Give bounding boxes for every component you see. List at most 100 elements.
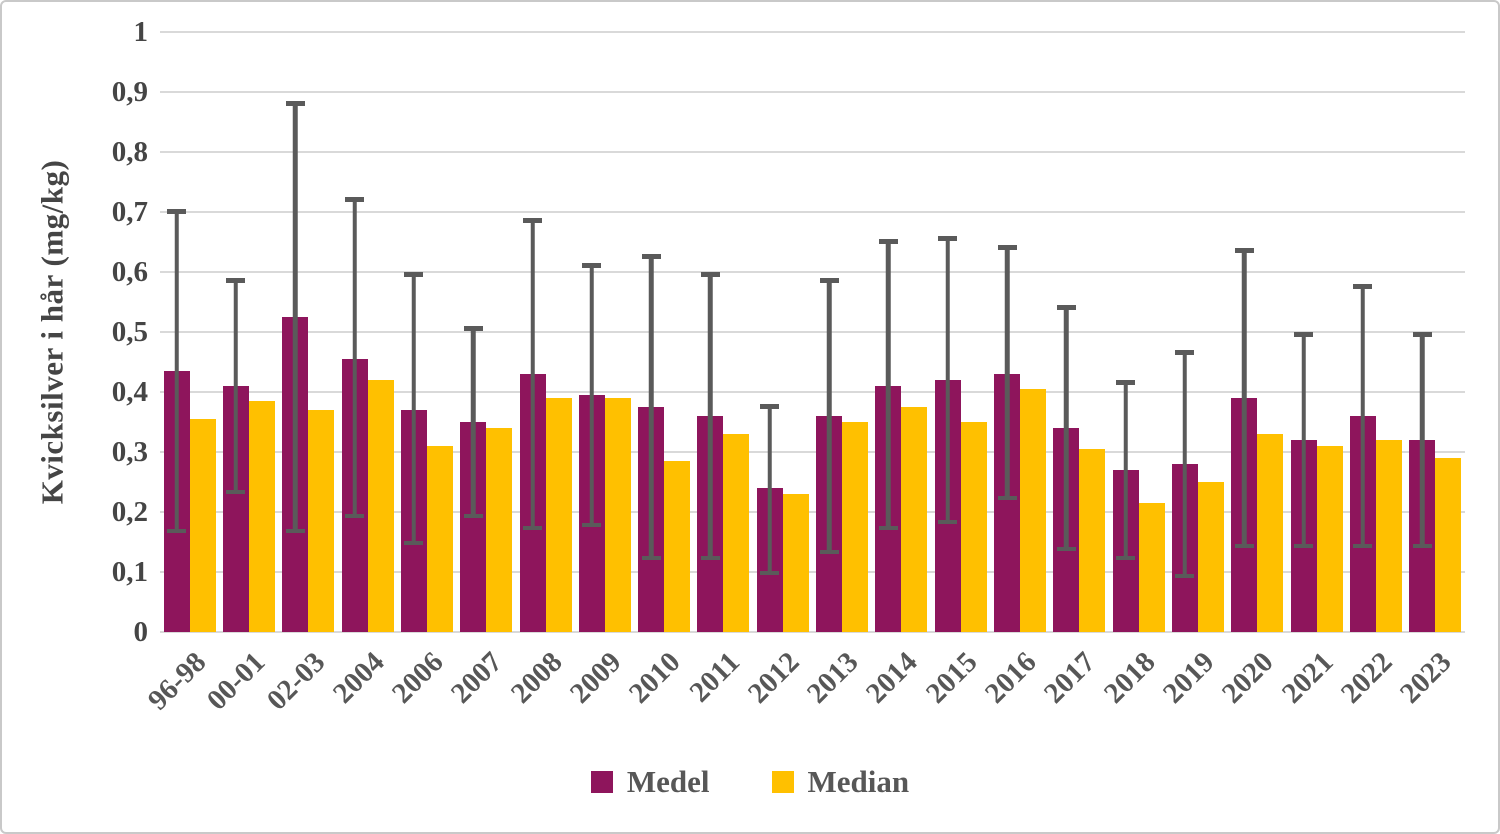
error-bar-96-98 <box>167 209 187 533</box>
bar-median-02-03 <box>308 410 335 632</box>
error-bar-2007 <box>463 326 483 518</box>
error-bar-2017 <box>1056 305 1076 551</box>
error-bar-2008 <box>523 218 543 530</box>
bar-median-2013 <box>842 422 869 632</box>
error-bar-2016 <box>997 245 1017 500</box>
bar-median-2020 <box>1257 434 1284 632</box>
plot-area: 96-98 00-01 02-03 2004 2006 2007 2008 2009 2010 2… <box>142 31 1465 716</box>
error-bar-2023 <box>1412 332 1432 548</box>
y-axis-tick-label: 0,6 <box>111 256 148 288</box>
bar-group-2023: 2023 <box>1394 32 1465 710</box>
error-bar-2011 <box>700 272 720 560</box>
bar-median-2011 <box>723 434 750 632</box>
error-cap-bottom <box>1056 546 1076 551</box>
error-line <box>1064 307 1069 549</box>
bar-median-2023 <box>1435 458 1462 632</box>
gridline <box>160 331 1465 333</box>
error-line <box>826 280 832 552</box>
error-line <box>1360 286 1366 546</box>
error-cap-bottom <box>641 555 661 560</box>
bar-group-2006: 2006 <box>386 32 456 710</box>
legend-label-median: Median <box>807 764 910 799</box>
error-bar-2013 <box>819 278 839 554</box>
error-cap-bottom <box>1116 555 1136 560</box>
error-bar-02-03 <box>285 101 305 533</box>
bar-group-2007: 2007 <box>445 32 516 710</box>
bar-group-2004: 2004 <box>327 32 397 710</box>
bar-group-2020: 2020 <box>1216 32 1287 710</box>
error-line <box>293 103 298 531</box>
gridline <box>160 271 1465 273</box>
error-cap-bottom <box>463 513 483 518</box>
bar-median-2009 <box>604 398 631 632</box>
error-line <box>1242 250 1247 546</box>
y-axis-tick-label: 0,2 <box>111 496 148 528</box>
error-line <box>1301 334 1306 546</box>
y-axis-tick-label: 0,3 <box>111 436 148 468</box>
error-bar-2018 <box>1116 380 1136 560</box>
bar-median-2007 <box>486 428 513 632</box>
medel-swatch-icon <box>590 771 613 793</box>
error-cap-bottom <box>938 519 958 524</box>
error-cap-bottom <box>345 513 365 518</box>
y-axis-tick-label: 0,8 <box>111 136 148 168</box>
error-cap-bottom <box>1294 543 1314 548</box>
bar-median-2022 <box>1375 440 1402 632</box>
bar-median-2018 <box>1138 503 1165 632</box>
bar-group-02-03: 02-03 <box>260 32 338 716</box>
bar-group-2015: 2015 <box>920 32 990 710</box>
error-cap-bottom <box>1412 543 1432 548</box>
error-cap-bottom <box>819 549 839 554</box>
error-bar-00-01 <box>226 278 246 494</box>
legend: Medel Median <box>0 764 1500 800</box>
legend-item-medel: Medel <box>590 764 710 800</box>
bar-group-2009: 2009 <box>564 32 634 710</box>
gridline <box>160 31 1465 33</box>
bar-group-00-01: 00-01 <box>201 32 278 716</box>
error-cap-bottom <box>997 495 1017 500</box>
legend-item-median: Median <box>771 764 910 800</box>
gridline <box>160 571 1465 573</box>
gridline <box>160 511 1465 513</box>
y-axis-tick-label: 0,7 <box>111 196 148 228</box>
error-line <box>945 238 950 522</box>
error-bar-2006 <box>404 272 424 545</box>
median-swatch-icon <box>771 771 794 793</box>
bar-group-2017: 2017 <box>1038 32 1109 710</box>
error-bar-2020 <box>1234 248 1254 548</box>
bar-median-2017 <box>1079 449 1106 632</box>
error-line <box>174 211 179 531</box>
error-cap-bottom <box>167 528 187 533</box>
bar-median-2008 <box>545 398 572 632</box>
error-line <box>589 265 595 525</box>
bar-group-2010: 2010 <box>623 32 694 710</box>
bar-group-2022: 2022 <box>1335 32 1405 710</box>
error-line <box>1182 352 1188 576</box>
error-bar-2019 <box>1175 350 1195 578</box>
error-bar-2012 <box>760 404 780 575</box>
error-line <box>648 256 654 558</box>
error-bar-2021 <box>1294 332 1314 548</box>
error-line <box>1123 382 1128 558</box>
bar-median-96-98 <box>189 419 216 632</box>
bar-median-2016 <box>1020 389 1047 632</box>
error-cap-bottom <box>285 528 305 533</box>
error-line <box>352 199 357 516</box>
y-axis-tick-label: 0,1 <box>111 556 148 588</box>
error-line <box>767 406 773 573</box>
y-axis-tick-label: 0,9 <box>111 76 148 108</box>
error-bar-2014 <box>878 239 898 530</box>
gridline <box>160 451 1465 453</box>
y-axis-tick-label: 0 <box>133 616 149 648</box>
error-cap-bottom <box>1234 543 1254 548</box>
gridline <box>160 631 1465 633</box>
y-axis-tick-label: 0,4 <box>111 376 148 408</box>
error-cap-bottom <box>1353 543 1373 548</box>
error-cap-bottom <box>878 525 898 530</box>
error-line <box>470 328 476 516</box>
gridline <box>160 91 1465 93</box>
bar-group-96-98: 96-98 <box>142 32 219 716</box>
error-cap-bottom <box>582 522 602 527</box>
error-bar-2009 <box>582 263 602 527</box>
error-bar-2015 <box>938 236 958 524</box>
